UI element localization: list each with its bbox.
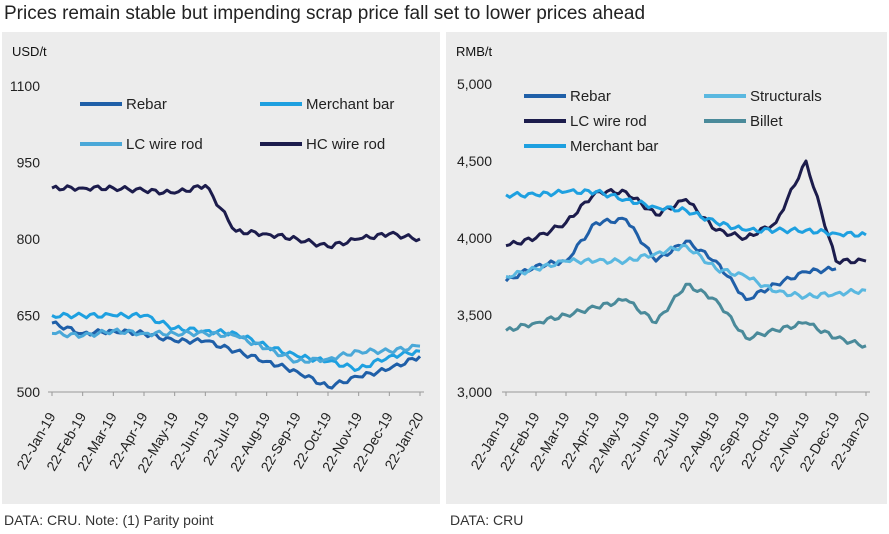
right-source-note: DATA: CRU: [450, 512, 524, 528]
right-series-structurals-line: [505, 243, 867, 300]
chart-title: Prices remain stable but impending scrap…: [4, 3, 646, 24]
right-line-chart: 3,0003,5004,0004,5005,00022-Jan-1922-Feb…: [457, 76, 873, 475]
left-unit-label: USD/t: [12, 44, 47, 59]
left-y-tick-label: 500: [17, 384, 41, 400]
left-y-tick-label: 1100: [10, 78, 40, 94]
left-series-merchant-bar-line: [51, 311, 421, 372]
left-y-tick-label: 650: [17, 308, 41, 324]
left-legend-label-hc-wire-rod: HC wire rod: [306, 136, 385, 153]
right-y-tick-label: 3,000: [457, 384, 492, 400]
right-legend-label-structurals: Structurals: [750, 88, 822, 105]
left-y-tick-label: 800: [17, 231, 41, 247]
left-legend-label-merchant-bar: Merchant bar: [306, 96, 394, 113]
left-series-hc-wire-rod-line: [51, 183, 421, 250]
right-unit-label: RMB/t: [456, 44, 493, 59]
left-legend-label-rebar: Rebar: [126, 96, 167, 113]
right-chart-panel: RMB/t 3,000 3,500 4,000 4,500 5,000 22-Jan-19…: [446, 32, 887, 504]
right-series-merchant-bar-line: [505, 188, 867, 238]
right-y-tick-label: 3,500: [457, 307, 492, 323]
right-legend-label-merchant-bar: Merchant bar: [570, 138, 658, 155]
right-y-tick-label: 5,000: [457, 76, 492, 92]
right-legend-label-rebar: Rebar: [570, 88, 611, 105]
right-series-billet-line: [505, 282, 867, 349]
right-y-tick-label: 4,500: [457, 153, 492, 169]
right-series-lc-wire-rod-line: [505, 159, 867, 265]
left-y-tick-label: 950: [17, 155, 41, 171]
left-series-lc-wire-rod-line: [51, 327, 421, 364]
right-legend-label-lc-wire-rod: LC wire rod: [570, 113, 647, 130]
left-source-note: DATA: CRU. Note: (1) Parity point: [4, 512, 214, 528]
right-legend-label-billet: Billet: [750, 113, 783, 130]
left-chart-panel: USD/t 500 650 800 950 1100 22-Jan-19 22-Feb-19…: [2, 32, 440, 504]
left-line-chart: 500650800950110022-Jan-1922-Feb-1922-Mar…: [10, 78, 427, 475]
right-y-tick-label: 4,000: [457, 230, 492, 246]
left-legend-label-lc-wire-rod: LC wire rod: [126, 136, 203, 153]
